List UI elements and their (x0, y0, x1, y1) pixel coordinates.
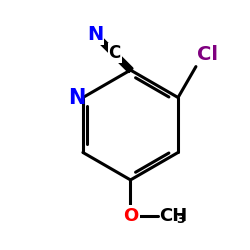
Text: CH: CH (159, 207, 188, 225)
Text: Cl: Cl (197, 46, 218, 64)
Text: C: C (108, 44, 121, 62)
Text: N: N (68, 88, 86, 108)
Text: O: O (123, 207, 138, 225)
Text: N: N (87, 25, 104, 44)
Text: 3: 3 (176, 213, 184, 226)
